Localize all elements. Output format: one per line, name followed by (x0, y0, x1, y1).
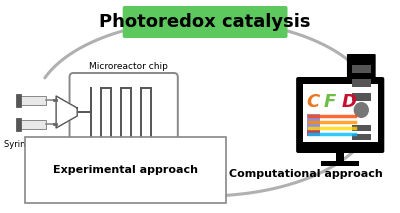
Bar (307, 114, 320, 136)
Bar (352, 125, 371, 131)
Bar (16, 94, 21, 106)
Text: Sample
collector: Sample collector (171, 166, 204, 185)
FancyBboxPatch shape (347, 54, 376, 146)
Text: Experimental approach: Experimental approach (53, 165, 198, 175)
Bar (16, 95, 46, 105)
Bar (16, 118, 21, 131)
Bar (352, 134, 371, 140)
Bar (336, 151, 344, 161)
Text: Syringe pumps: Syringe pumps (4, 140, 68, 149)
Text: F: F (324, 93, 336, 111)
FancyBboxPatch shape (70, 73, 178, 163)
Text: C: C (307, 93, 320, 111)
Bar (352, 79, 371, 87)
Text: Microreactor chip: Microreactor chip (89, 62, 168, 71)
Bar (158, 162, 167, 182)
Bar (307, 130, 320, 136)
FancyBboxPatch shape (123, 6, 288, 38)
Circle shape (354, 102, 369, 118)
Bar (16, 119, 46, 128)
Bar (352, 93, 371, 101)
Bar (321, 161, 359, 166)
Text: D: D (341, 93, 356, 111)
Bar (303, 84, 378, 142)
Bar (352, 65, 371, 73)
Polygon shape (56, 96, 77, 128)
Text: Photoredox catalysis: Photoredox catalysis (99, 13, 311, 31)
Text: Computational approach: Computational approach (229, 169, 382, 179)
FancyBboxPatch shape (296, 77, 384, 153)
Bar (160, 154, 165, 162)
